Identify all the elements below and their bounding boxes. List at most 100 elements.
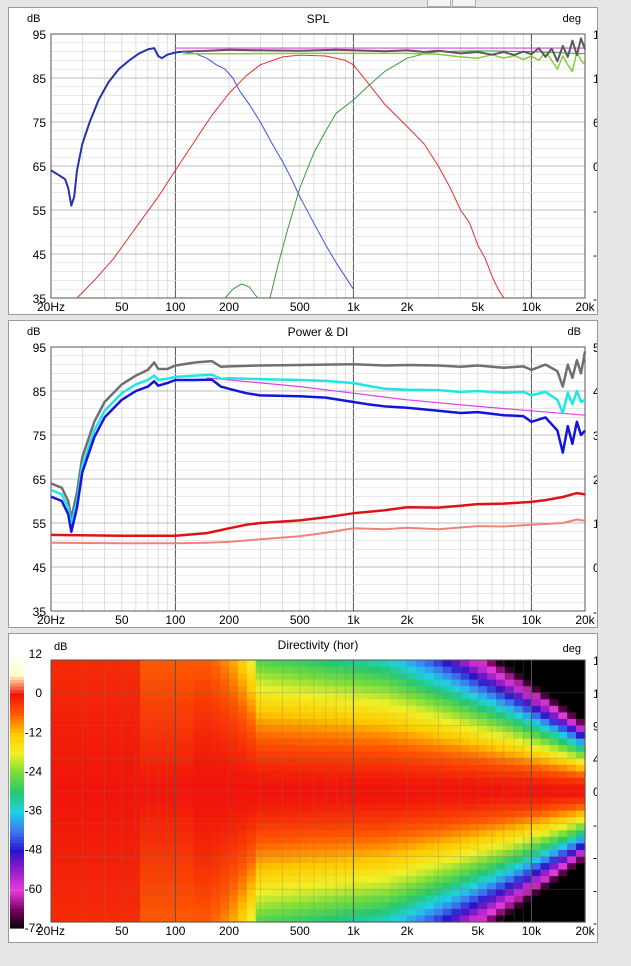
heatmap-cell [487, 699, 497, 707]
toolbar-button[interactable] [427, 0, 451, 7]
heatmap-cell [229, 908, 239, 917]
heatmap-cell [318, 849, 328, 858]
heatmap-cell [531, 882, 542, 890]
heatmap-cell [407, 692, 417, 700]
heatmap-cell [335, 718, 346, 727]
heatmap-cell [175, 797, 186, 805]
heatmap-cell [362, 699, 372, 707]
heatmap-cell [220, 738, 230, 746]
heatmap-cell [362, 738, 372, 746]
heatmap-cell [220, 791, 230, 799]
toolbar-button[interactable] [452, 0, 476, 7]
heatmap-cell [237, 869, 248, 877]
heatmap-cell [59, 915, 70, 923]
heatmap-cell [407, 660, 417, 668]
heatmap-cell [148, 764, 159, 772]
heatmap-cell [469, 843, 479, 851]
heatmap-cell [335, 679, 346, 687]
heatmap-cell [229, 751, 239, 759]
heatmap-cell [353, 810, 364, 818]
heatmap-cell [371, 751, 381, 759]
heatmap-cell [389, 692, 399, 700]
heatmap-cell [229, 699, 239, 707]
heatmap-cell [344, 718, 355, 727]
heatmap-cell [460, 679, 470, 687]
heatmap-cell [309, 777, 319, 786]
heatmap-cell [407, 863, 417, 871]
heatmap-cell [389, 856, 399, 864]
heatmap-cell [567, 817, 577, 825]
heatmap-cell [113, 836, 123, 844]
heatmap-cell [86, 830, 97, 838]
heatmap-cell [371, 863, 381, 871]
heatmap-cell [469, 660, 479, 668]
heatmap-cell [335, 843, 346, 851]
heatmap-cell [291, 745, 301, 753]
heatmap-cell [68, 751, 79, 759]
heatmap-cell [59, 764, 70, 772]
heatmap-cell [220, 679, 230, 687]
heatmap-cell [193, 823, 203, 831]
heatmap-cell [540, 764, 550, 772]
heatmap-cell [558, 777, 568, 786]
heatmap-cell [86, 692, 97, 700]
heatmap-cell [442, 660, 453, 668]
heatmap-cell [326, 679, 337, 687]
heatmap-cell [380, 699, 390, 707]
heatmap-cell [407, 895, 417, 903]
heatmap-cell [104, 705, 114, 713]
heatmap-cell [273, 849, 283, 858]
heatmap-cell [318, 758, 328, 766]
heatmap-cell [104, 804, 114, 812]
heatmap-cell [496, 823, 506, 831]
heatmap-cell [540, 686, 550, 694]
heatmap-cell [326, 915, 337, 923]
heatmap-cell [576, 863, 586, 871]
heatmap-cell [86, 686, 97, 694]
heatmap-cell [95, 876, 105, 884]
heatmap-cell [362, 797, 372, 805]
heatmap-cell [531, 771, 542, 779]
heatmap-cell [264, 810, 275, 818]
heatmap-cell [407, 823, 417, 831]
heatmap-cell [469, 797, 479, 805]
heatmap-cell [469, 836, 479, 844]
heatmap-cell [460, 849, 470, 858]
heatmap-cell [469, 758, 479, 766]
colorbar-cell [10, 781, 24, 786]
colorbar-cell [10, 791, 24, 795]
heatmap-cell [140, 817, 150, 825]
heatmap-cell [496, 732, 506, 740]
heatmap-cell [380, 843, 390, 851]
heatmap-cell [567, 823, 577, 831]
heatmap-cell [104, 758, 114, 766]
heatmap-cell [487, 830, 497, 838]
heatmap-cell [51, 699, 61, 707]
heatmap-cell [148, 902, 159, 910]
heatmap-cell [549, 777, 559, 786]
heatmap-cell [59, 876, 70, 884]
heatmap-cell [576, 718, 586, 727]
heatmap-cell [282, 784, 292, 792]
heatmap-cell [157, 660, 168, 668]
heatmap-cell [362, 869, 372, 877]
heatmap-cell [68, 660, 79, 668]
heatmap-cell [326, 823, 337, 831]
heatmap-cell [415, 666, 426, 674]
heatmap-cell [51, 876, 61, 884]
y-tick-label: 35 [33, 605, 47, 619]
heatmap-cell [335, 791, 346, 799]
series-line [50, 378, 586, 534]
heatmap-cell [59, 895, 70, 903]
colorbar-cell [10, 787, 24, 792]
heatmap-cell [415, 902, 426, 910]
heatmap-cell [567, 784, 577, 792]
heatmap-cell [531, 758, 542, 766]
heatmap-cell [309, 679, 319, 687]
heatmap-cell [407, 849, 417, 858]
heatmap-cell [309, 784, 319, 792]
heatmap-cell [318, 699, 328, 707]
heatmap-cell [407, 751, 417, 759]
heatmap-cell [131, 830, 141, 838]
heatmap-cell [415, 745, 426, 753]
